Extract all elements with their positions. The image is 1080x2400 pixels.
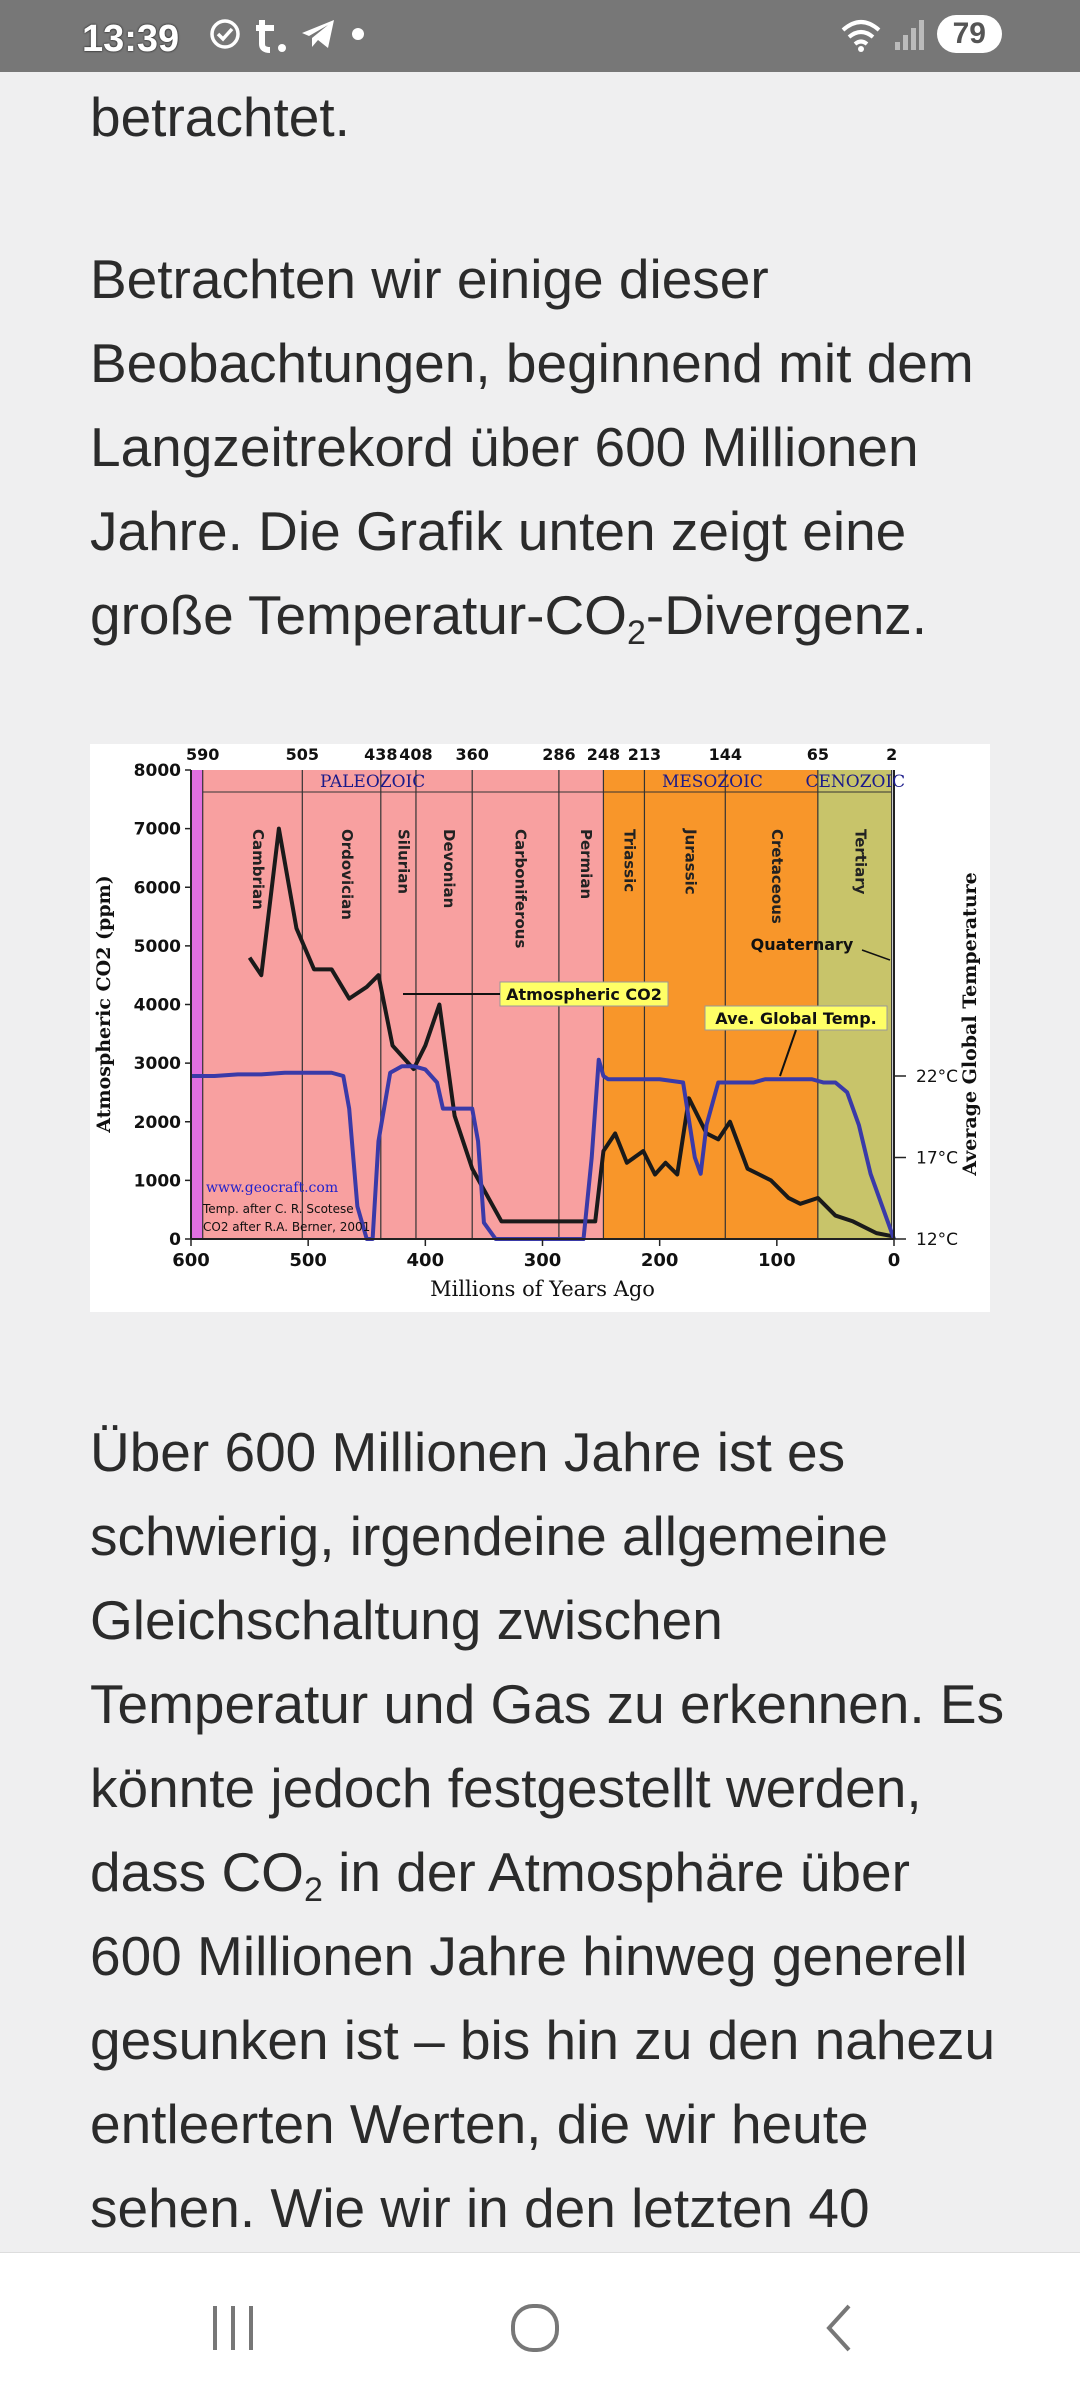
top-tick-label-10: 2 [886,745,897,764]
paragraph-1-subscript: 2 [626,614,646,652]
paragraph-1-text: Betrachten wir einige dieser Beobachtung… [90,248,974,646]
top-tick-label-1: 505 [286,745,319,764]
cenozoic-band [817,770,892,1239]
y-tick-label-8: 8000 [134,761,181,781]
t-app-icon [256,20,286,53]
recent-apps-icon [213,2306,253,2350]
home-button[interactable] [495,2293,575,2363]
temp-label-box [704,1005,888,1031]
y-tick-label-6: 6000 [134,878,181,898]
period-label-tertiary: Tertiary [851,829,869,895]
period-label-ordovician: Ordovician [338,829,356,920]
period-dividers [202,770,893,1239]
quaternary-arrow [861,949,891,961]
x-tick-label-3: 300 [524,1250,562,1271]
system-icons: 79 [839,14,1002,54]
x-tick-label-5: 100 [758,1250,796,1271]
x-tick-label-6: 0 [888,1250,901,1271]
era-label-cenozoic: CENOZOIC [805,772,905,792]
top-tick-label-2: 438 [364,745,397,764]
y2-axis-title: Average Global Temperature [959,872,981,1177]
top-tick-label-4: 360 [455,745,488,764]
paragraph-2-text-a: Über 600 Millionen Jahre ist es schwieri… [90,1421,1005,1903]
temp-label-text: Ave. Global Temp. [715,1009,877,1028]
period-label-devonian: Devonian [440,829,458,908]
top-tick-label-0: 590 [186,745,219,764]
article-content[interactable]: betrachtet. Betrachten wir einige dieser… [0,72,1080,2252]
temp-label-arrow [779,1029,797,1077]
period-label-cretaceous: Cretaceous [768,829,786,924]
x-tick-label-2: 400 [407,1250,445,1271]
x-tick-label-4: 200 [641,1250,679,1271]
chart-labels: PALEOZOIC MESOZOIC CENOZOIC Cambrian Ordovic… [93,745,981,1301]
period-label-carboniferous: Carboniferous [512,829,530,948]
axes [185,769,906,1246]
telegram-icon [302,20,334,48]
period-bands [191,770,892,1239]
battery-level: 79 [936,15,1002,53]
y-tick-label-5: 5000 [134,937,181,957]
period-label-jurassic: Jurassic [681,828,699,895]
y2-tick-label-0: 12°C [916,1230,958,1250]
navigation-bar [0,2252,1080,2400]
y-tick-label-0: 0 [169,1230,181,1250]
status-bar: 13:39 79 [0,0,1080,72]
top-tick-label-9: 65 [807,745,829,764]
quaternary-label: Quaternary [751,935,854,954]
period-label-permian: Permian [577,829,595,899]
back-icon [826,2304,851,2352]
period-label-triassic: Triassic [621,829,639,892]
co2-temperature-chart: PALEOZOIC MESOZOIC CENOZOIC Cambrian Ordovic… [90,744,990,1312]
notification-icons [208,14,366,54]
paragraph-2-subscript: 2 [303,1871,323,1909]
status-time: 13:39 [82,18,180,60]
x-tick-label-0: 600 [172,1250,210,1271]
co2-label-box [499,981,669,1007]
co2-label-text: Atmospheric CO2 [506,985,662,1004]
y-tick-label-2: 2000 [134,1113,181,1133]
recent-apps-button[interactable] [193,2293,273,2363]
top-tick-label-3: 408 [399,745,432,764]
period-label-silurian: Silurian [394,829,412,894]
credit-url: www.geocraft.com [206,1180,338,1196]
paragraph-2: Über 600 Millionen Jahre ist es schwieri… [90,1410,1010,2250]
period-label-cambrian: Cambrian [249,829,267,910]
x-tick-label-1: 500 [289,1250,327,1271]
wifi-icon [841,20,880,52]
y-tick-label-7: 7000 [134,820,181,840]
y-axis-title: Atmospheric CO2 (ppm) [93,875,115,1133]
top-tick-label-6: 248 [587,745,620,764]
y-tick-label-3: 3000 [134,1054,181,1074]
co2-series-line [247,826,893,1239]
paragraph-2-text-b: in der Atmosphäre über 600 Millionen Jah… [90,1841,996,2239]
paragraph-fragment: betrachtet. [90,86,350,148]
era-label-mesozoic: MESOZOIC [662,772,763,792]
y-tick-label-1: 1000 [134,1171,181,1191]
y2-tick-label-1: 17°C [916,1149,958,1169]
paragraph-1: Betrachten wir einige dieser Beobachtung… [90,237,1010,657]
home-icon [511,2304,559,2352]
check-circle-icon [210,19,240,49]
paragraph-1-tail: -Divergenz. [645,584,928,646]
signal-icon [894,20,924,50]
credit-co2: CO2 after R.A. Berner, 2001 [203,1220,370,1234]
y-tick-label-4: 4000 [134,996,181,1016]
y2-tick-label-2: 22°C [916,1067,958,1087]
credit-temp: Temp. after C. R. Scotese [202,1202,354,1216]
top-tick-label-8: 144 [709,745,742,764]
dot-icon [352,28,364,40]
back-button[interactable] [800,2293,880,2363]
top-tick-label-7: 213 [628,745,661,764]
era-label-paleozoic: PALEOZOIC [320,772,425,792]
x-axis-title: Millions of Years Ago [430,1277,655,1301]
precambrian-band [191,770,203,1239]
top-tick-label-5: 286 [542,745,575,764]
chart-svg: PALEOZOIC MESOZOIC CENOZOIC Cambrian Ordovic… [93,745,981,1301]
